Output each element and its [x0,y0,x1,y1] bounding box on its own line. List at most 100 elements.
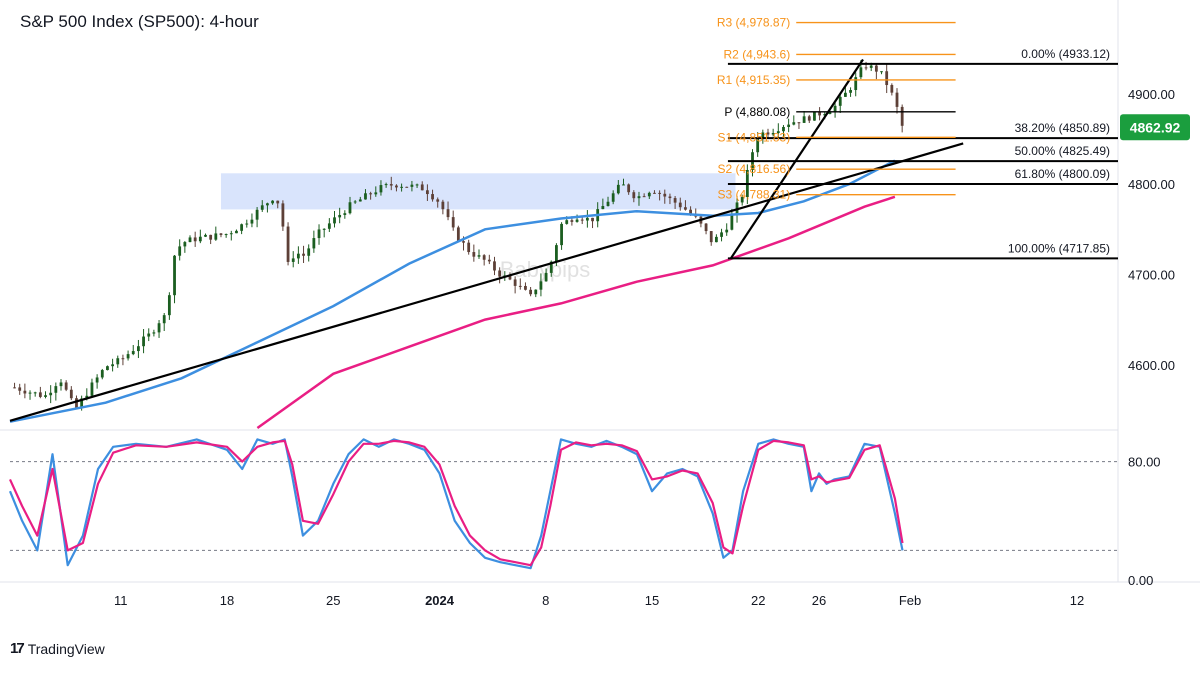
candle-body [462,241,465,243]
candle-body [833,105,837,113]
candle-body [580,219,584,221]
candle-body [570,220,574,222]
time-axis-label: 11 [114,593,128,608]
pivot-level-label: R3 (4,978.87) [717,16,790,30]
candle-body [147,333,151,337]
pivot-level-label: S1 (4,851.83) [718,130,791,144]
candle-body [642,196,646,198]
time-axis-label: 2024 [425,593,455,608]
candle-body [338,214,342,218]
candle-body [240,224,244,231]
candle-body [198,236,202,242]
candle-body [152,332,156,334]
candle-body [353,201,357,203]
candle-body [173,255,176,296]
candle-body [761,132,765,139]
candle-body [637,196,641,199]
candle-body [585,217,589,221]
time-axis-label: 22 [751,593,765,608]
candle-body [802,116,806,123]
stoch-d-line [8,439,904,567]
stoch-axis-label: 0.00 [1128,573,1153,588]
candle-body [111,364,115,367]
price-axis-label: 4700.00 [1128,267,1175,282]
candle-body [720,232,723,237]
candle-body [668,196,672,199]
price-axis-label: 4800.00 [1128,177,1175,192]
pivot-level-label: P (4,880.08) [724,105,790,119]
candle-body [44,395,47,397]
candle-body [235,230,238,234]
candle-body [451,217,455,228]
short-trendline [730,58,864,259]
candle-body [317,229,321,239]
price-axis-label: 4900.00 [1128,87,1175,102]
candle-body [281,203,285,227]
candle-body [157,323,161,333]
long-trendline [9,142,964,422]
time-axis-label: 8 [542,593,549,608]
candle-body [95,377,99,383]
candle-body [142,336,145,347]
current-price-label: 4862.92 [1130,119,1181,135]
sma-100-line [9,159,896,423]
candle-body [498,270,502,277]
candle-body [405,186,409,188]
candle-body [472,252,476,257]
candle-body [193,237,197,242]
candle-body [64,382,68,390]
candle-body [410,184,414,187]
pivot-level-label: R1 (4,915.35) [717,73,790,87]
candle-body [54,386,58,393]
candle-body [178,246,182,256]
candle-body [900,106,904,126]
tradingview-logo[interactable]: 17 TradingView [10,640,105,657]
candle-body [358,199,362,202]
candle-body [704,223,708,232]
candle-body [663,193,667,197]
candle-body [204,234,207,237]
candle-body [477,255,481,257]
candle-body [627,184,631,193]
candle-body [420,184,424,191]
candle-body [782,126,785,132]
candle-body [828,112,832,115]
candle-body [13,387,16,389]
candle-body [622,184,625,186]
stoch-axis-label: 80.00 [1128,455,1161,470]
candle-body [890,85,894,93]
fib-level-label: 61.80% (4800.09) [1015,167,1110,181]
candle-body [307,248,311,256]
candle-body [379,185,383,193]
candle-body [33,392,37,394]
candle-body [327,223,331,229]
candle-body [560,223,563,246]
current-price-badge [1120,114,1190,141]
candle-body [787,124,791,127]
time-axis-label: 18 [220,593,234,608]
tradingview-logo-icon: 17 [10,640,25,657]
candle-body [69,389,73,399]
candle-body [575,219,579,222]
candle-body [534,289,538,295]
candle-body [28,392,32,394]
candle-body [591,217,594,222]
candle-body [384,184,388,186]
candle-body [38,392,42,397]
candle-body [508,275,512,280]
candle-body [549,261,553,273]
pivot-level-label: R2 (4,943.6) [724,47,791,61]
candle-body [725,229,729,233]
candle-body [544,272,548,282]
candle-body [616,184,620,194]
candle-body [80,398,84,408]
candle-body [684,207,687,210]
candle-body [260,205,264,210]
candle-body [895,92,899,107]
candle-body [854,77,858,91]
candle-body [106,366,109,371]
candle-body [714,236,718,243]
candle-body [131,351,135,355]
candle-body [219,233,223,235]
